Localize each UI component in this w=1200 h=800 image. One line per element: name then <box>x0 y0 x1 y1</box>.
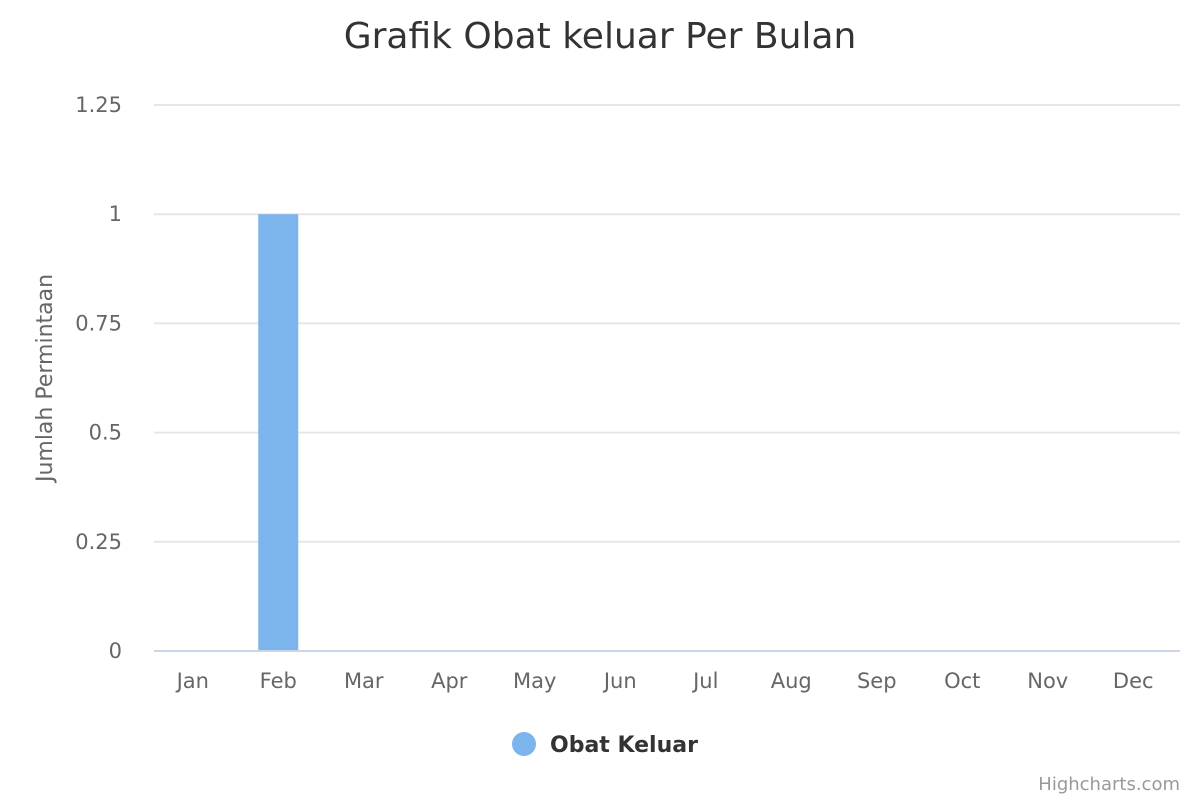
y-tick-label: 0.75 <box>75 311 122 335</box>
y-tick-label: 0.5 <box>89 421 122 445</box>
credits-link[interactable]: Highcharts.com <box>1038 774 1180 795</box>
x-tick-label: Oct <box>944 669 980 693</box>
x-tick-label: Sep <box>857 669 897 693</box>
legend[interactable]: Obat Keluar <box>512 732 698 758</box>
x-tick-label: Nov <box>1027 669 1068 693</box>
legend-label: Obat Keluar <box>550 733 698 758</box>
x-tick-label: May <box>513 669 556 693</box>
x-tick-label: Mar <box>344 669 384 693</box>
x-tick-label: Aug <box>771 669 812 693</box>
x-tick-label: Jun <box>602 669 637 693</box>
y-tick-label: 0 <box>109 639 122 663</box>
y-tick-label: 1 <box>109 202 122 226</box>
gridlines <box>154 104 1180 543</box>
x-tick-label: Apr <box>431 669 468 693</box>
x-axis-tick-labels: Jan Feb Mar Apr May Jun Jul Aug Sep Oct Nov Dec <box>175 669 1154 693</box>
y-axis-title: Jumlah Permintaan <box>33 274 58 484</box>
x-tick-label: Dec <box>1113 669 1154 693</box>
bar-series <box>258 214 299 651</box>
legend-marker-icon <box>512 732 536 756</box>
chart-title: Grafik Obat keluar Per Bulan <box>344 16 857 57</box>
bar-feb[interactable] <box>258 214 299 651</box>
x-tick-label: Feb <box>260 669 297 693</box>
y-tick-label: 0.25 <box>75 530 122 554</box>
y-tick-label: 1.25 <box>75 93 122 117</box>
x-tick-label: Jul <box>691 669 718 693</box>
x-tick-label: Jan <box>175 669 209 693</box>
y-axis-tick-labels: 0 0.25 0.5 0.75 1 1.25 <box>75 93 122 663</box>
